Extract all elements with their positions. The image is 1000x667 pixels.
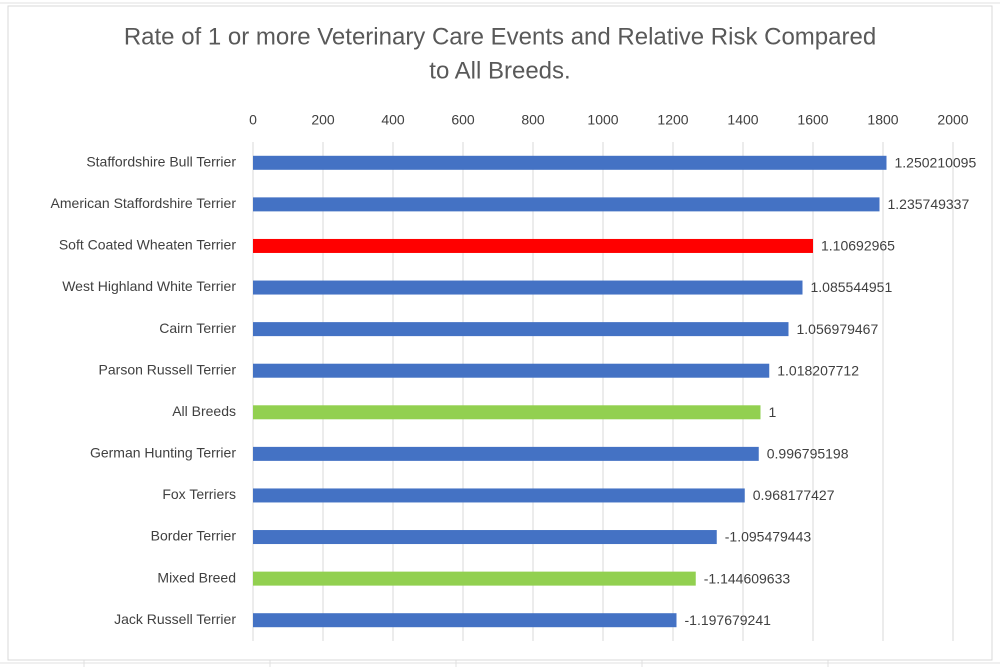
bar [253, 363, 770, 378]
bar [253, 322, 789, 337]
y-tick-label: All Breeds [172, 403, 236, 419]
chart-title: Rate of 1 or more Veterinary Care Events… [124, 23, 876, 50]
y-tick-label: Soft Coated Wheaten Terrier [59, 237, 237, 253]
x-tick-label: 0 [249, 112, 257, 128]
y-tick-label: Jack Russell Terrier [114, 611, 236, 627]
y-tick-label: Cairn Terrier [159, 320, 236, 336]
y-tick-label: Mixed Breed [157, 569, 236, 585]
x-tick-label: 1400 [727, 112, 758, 128]
y-tick-label: Parson Russell Terrier [99, 361, 237, 377]
chart-title: to All Breeds. [429, 57, 570, 84]
data-label: 1.235749337 [888, 196, 970, 212]
data-label: 0.996795198 [767, 446, 849, 462]
x-tick-label: 1000 [587, 112, 618, 128]
bar [253, 446, 759, 461]
data-label: 1.018207712 [777, 362, 859, 378]
y-tick-label: Staffordshire Bull Terrier [86, 153, 236, 169]
data-label: -1.144609633 [704, 570, 791, 586]
x-tick-label: 1200 [657, 112, 688, 128]
data-label: 1.10692965 [821, 238, 895, 254]
bar [253, 280, 803, 295]
y-tick-label: American Staffordshire Terrier [51, 195, 237, 211]
x-tick-label: 1600 [797, 112, 828, 128]
bar [253, 488, 745, 503]
data-label: 1.250210095 [895, 154, 977, 170]
x-tick-label: 400 [381, 112, 405, 128]
x-tick-label: 600 [451, 112, 475, 128]
y-tick-label: Fox Terriers [162, 486, 236, 502]
x-tick-label: 800 [521, 112, 545, 128]
bar [253, 238, 813, 253]
data-label: 0.968177427 [753, 487, 835, 503]
bar [253, 405, 761, 420]
data-label: 1.085544951 [811, 279, 893, 295]
x-tick-label: 200 [311, 112, 335, 128]
bar [253, 155, 887, 170]
bar [253, 613, 677, 628]
data-label: 1.056979467 [797, 321, 879, 337]
bar [253, 571, 696, 586]
data-label: -1.095479443 [725, 529, 812, 545]
x-tick-label: 1800 [867, 112, 898, 128]
x-tick-label: 2000 [937, 112, 968, 128]
data-label: -1.197679241 [685, 612, 772, 628]
y-tick-label: Border Terrier [151, 528, 237, 544]
bar [253, 530, 717, 545]
data-label: 1 [769, 404, 777, 420]
y-tick-label: West Highland White Terrier [62, 278, 236, 294]
y-tick-label: German Hunting Terrier [90, 445, 236, 461]
bar [253, 197, 880, 212]
